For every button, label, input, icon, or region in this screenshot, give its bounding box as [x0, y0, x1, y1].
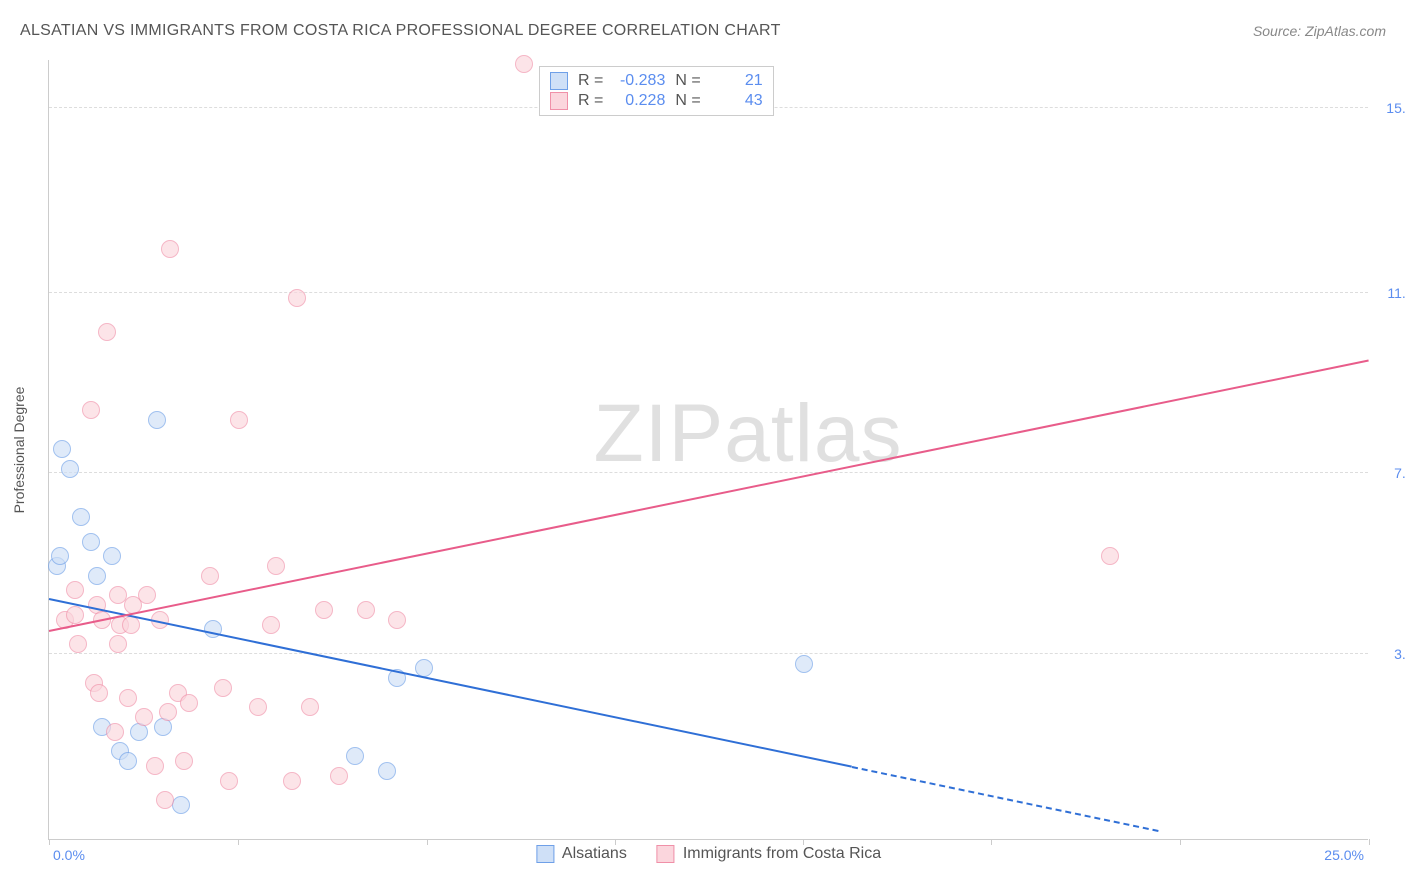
data-point: [230, 411, 248, 429]
data-point: [72, 508, 90, 526]
bottom-legend: Alsatians Immigrants from Costa Rica: [536, 845, 881, 863]
x-tick: [49, 839, 50, 845]
data-point: [90, 684, 108, 702]
data-point: [53, 440, 71, 458]
data-point: [146, 757, 164, 775]
x-tick: [1180, 839, 1181, 845]
scatter-plot: ZIPatlas Professional Degree 3.8%7.5%11.…: [48, 60, 1368, 840]
legend-label-series2: Immigrants from Costa Rica: [683, 845, 881, 863]
y-tick-label: 15.0%: [1374, 100, 1406, 116]
data-point: [66, 606, 84, 624]
data-point: [388, 611, 406, 629]
data-point: [315, 601, 333, 619]
r-label: R =: [578, 72, 603, 90]
r-label: R =: [578, 92, 603, 110]
data-point: [249, 698, 267, 716]
data-point: [161, 240, 179, 258]
data-point: [66, 581, 84, 599]
stats-legend-box: R = -0.283 N = 21 R = 0.228 N = 43: [539, 66, 774, 116]
data-point: [330, 767, 348, 785]
source-attribution: Source: ZipAtlas.com: [1253, 23, 1386, 39]
data-point: [156, 791, 174, 809]
data-point: [148, 411, 166, 429]
watermark-zip: ZIP: [594, 388, 725, 479]
data-point: [82, 401, 100, 419]
gridline: [49, 653, 1368, 654]
stats-row-series1: R = -0.283 N = 21: [550, 71, 763, 91]
data-point: [175, 752, 193, 770]
data-point: [180, 694, 198, 712]
watermark-atlas: atlas: [724, 388, 902, 479]
gridline: [49, 292, 1368, 293]
x-tick: [1369, 839, 1370, 845]
trend-line: [49, 359, 1369, 632]
data-point: [346, 747, 364, 765]
swatch-series2: [550, 92, 568, 110]
watermark: ZIPatlas: [594, 387, 903, 481]
y-tick-label: 3.8%: [1374, 646, 1406, 662]
data-point: [103, 547, 121, 565]
data-point: [138, 586, 156, 604]
data-point: [119, 752, 137, 770]
data-point: [82, 533, 100, 551]
data-point: [109, 635, 127, 653]
x-tick: [991, 839, 992, 845]
x-axis-origin-label: 0.0%: [53, 847, 85, 863]
trend-line-extrapolated: [851, 766, 1158, 832]
legend-item-series2: Immigrants from Costa Rica: [657, 845, 881, 863]
data-point: [214, 679, 232, 697]
x-tick: [238, 839, 239, 845]
data-point: [1101, 547, 1119, 565]
gridline: [49, 472, 1368, 473]
data-point: [69, 635, 87, 653]
data-point: [119, 689, 137, 707]
legend-item-series1: Alsatians: [536, 845, 627, 863]
n-label: N =: [675, 92, 700, 110]
data-point: [106, 723, 124, 741]
r-value-series1: -0.283: [613, 72, 665, 90]
trend-line: [49, 598, 852, 768]
data-point: [795, 655, 813, 673]
data-point: [98, 323, 116, 341]
data-point: [515, 55, 533, 73]
chart-title: ALSATIAN VS IMMIGRANTS FROM COSTA RICA P…: [20, 22, 781, 40]
data-point: [301, 698, 319, 716]
x-tick: [427, 839, 428, 845]
data-point: [201, 567, 219, 585]
data-point: [378, 762, 396, 780]
legend-swatch-series1: [536, 845, 554, 863]
n-label: N =: [675, 72, 700, 90]
data-point: [61, 460, 79, 478]
data-point: [220, 772, 238, 790]
stats-row-series2: R = 0.228 N = 43: [550, 91, 763, 111]
legend-swatch-series2: [657, 845, 675, 863]
y-axis-title: Professional Degree: [11, 386, 27, 513]
data-point: [262, 616, 280, 634]
data-point: [283, 772, 301, 790]
x-axis-max-label: 25.0%: [1324, 847, 1364, 863]
data-point: [288, 289, 306, 307]
data-point: [88, 567, 106, 585]
n-value-series1: 21: [711, 72, 763, 90]
data-point: [51, 547, 69, 565]
n-value-series2: 43: [711, 92, 763, 110]
swatch-series1: [550, 72, 568, 90]
data-point: [135, 708, 153, 726]
data-point: [357, 601, 375, 619]
data-point: [159, 703, 177, 721]
legend-label-series1: Alsatians: [562, 845, 627, 863]
data-point: [267, 557, 285, 575]
r-value-series2: 0.228: [613, 92, 665, 110]
y-tick-label: 7.5%: [1374, 465, 1406, 481]
y-tick-label: 11.2%: [1374, 285, 1406, 301]
data-point: [172, 796, 190, 814]
title-bar: ALSATIAN VS IMMIGRANTS FROM COSTA RICA P…: [20, 22, 1386, 40]
